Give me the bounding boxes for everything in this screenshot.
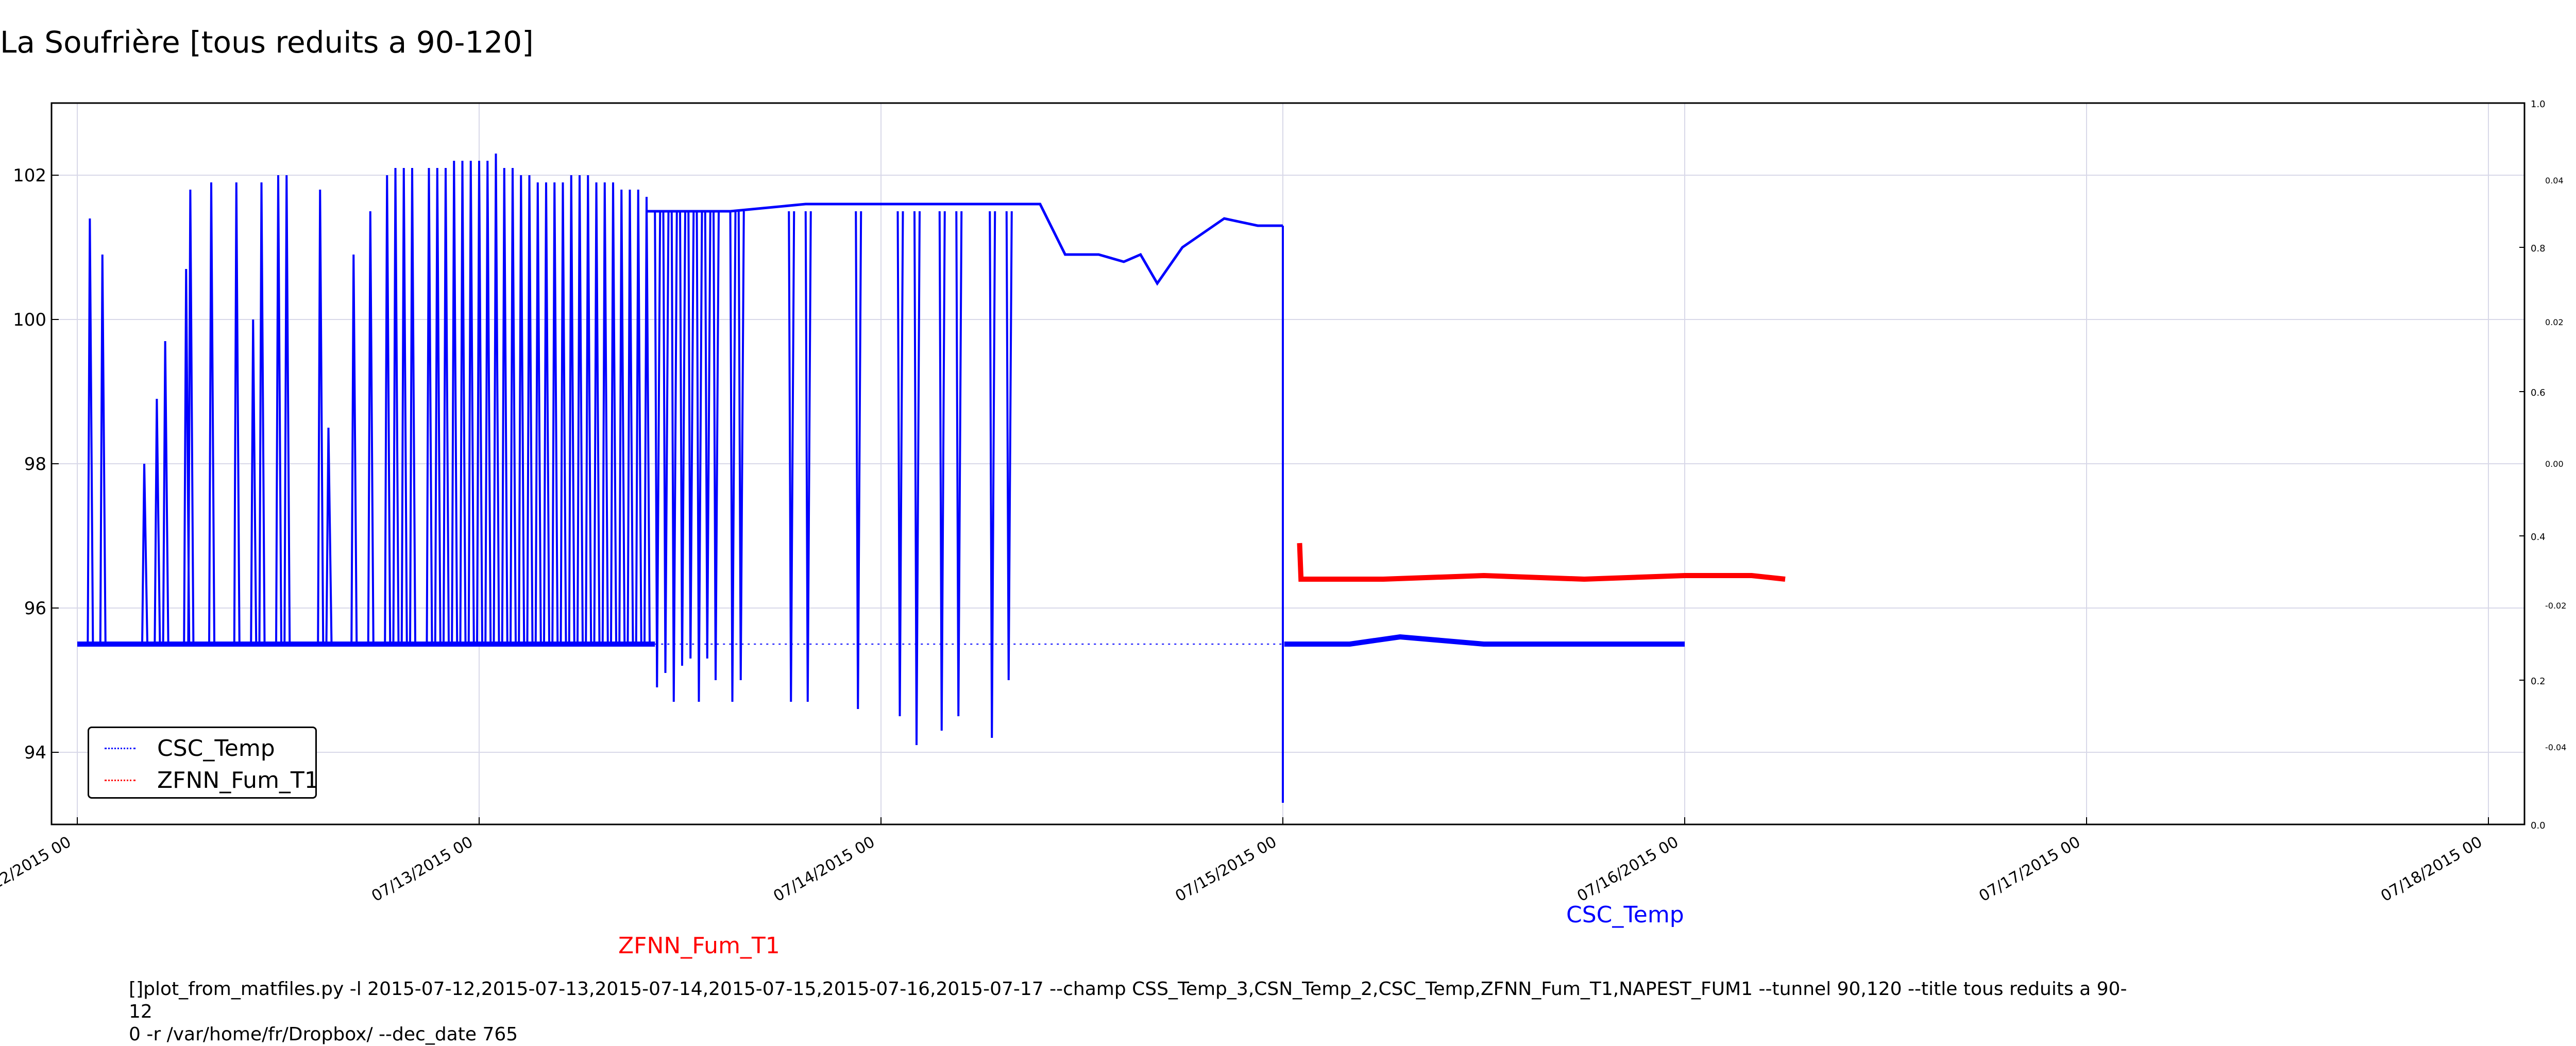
legend-label-zfnn: ZFNN_Fum_T1	[157, 767, 319, 794]
right-inner-tick-label: 0.00	[2545, 459, 2564, 469]
series-csc-temp-dip	[670, 211, 678, 702]
series-csc-temp-tail	[1284, 634, 1685, 647]
right-inner-tick-label: 0.04	[2545, 176, 2564, 185]
grid	[52, 103, 2524, 824]
right-inner-tick-label: -0.04	[2545, 743, 2566, 752]
x-tick-label: 07/12/2015 00	[0, 833, 74, 906]
series-csc-temp-dip	[855, 211, 862, 710]
series-csc-temp-dip	[687, 211, 695, 659]
series-csc-temp-dip	[713, 211, 720, 681]
x-tick-label: 07/14/2015 00	[770, 833, 878, 906]
right-inner-tick-label: 0.02	[2545, 317, 2564, 327]
y-tick-label: 102	[13, 165, 46, 186]
y-tick-label: 100	[13, 310, 46, 330]
right-outer-tick-label: 1.0	[2531, 99, 2546, 110]
legend-swatch-csc	[105, 748, 135, 749]
series-layer	[77, 153, 1786, 803]
series-csc-temp-dip	[654, 211, 662, 688]
legend-label-csc: CSC_Temp	[157, 735, 275, 762]
chart-title: La Soufrière [tous reduits a 90-120]	[0, 25, 534, 60]
series-csc-temp-plateau	[647, 203, 1283, 286]
series-csc-temp-dip	[989, 211, 996, 738]
series-csc-temp-dip	[696, 211, 703, 702]
x-tick-label: 07/15/2015 00	[1172, 833, 1280, 906]
x-tick-label: 07/13/2015 00	[368, 833, 476, 906]
right-outer-tick-label: 0.4	[2531, 532, 2546, 543]
series-csc-temp-dip	[1005, 211, 1013, 681]
series-csc-temp-dip	[938, 211, 946, 731]
command-text: []plot_from_matfiles.py -l 2015-07-12,20…	[129, 978, 2127, 1045]
series-csc-temp-spikes	[77, 153, 651, 645]
floating-label-zfnn: ZFNN_Fum_T1	[618, 933, 780, 959]
right-outer-tick-label: 0.8	[2531, 243, 2546, 254]
series-csc-temp-dip	[704, 211, 711, 659]
right-outer-tick-label: 0.6	[2531, 387, 2546, 398]
y-tick-label: 98	[24, 454, 46, 475]
series-csc-temp-dip	[955, 211, 963, 717]
series-csc-temp-dip	[679, 211, 686, 666]
series-csc-temp-dip	[913, 211, 921, 746]
right-outer-tick-label: 0.2	[2531, 676, 2546, 687]
floating-label-csc: CSC_Temp	[1566, 902, 1684, 928]
legend-item-zfnn: ZFNN_Fum_T1	[89, 765, 319, 796]
x-tick-label: 07/16/2015 00	[1574, 833, 1682, 906]
y-tick-label: 96	[24, 598, 46, 619]
legend-swatch-zfnn	[105, 780, 135, 781]
series-csc-temp-dip	[729, 211, 737, 702]
series-csc-temp-dip	[788, 211, 795, 702]
series-zfnn-fum-t1	[1297, 543, 1786, 582]
series-csc-temp-dip	[804, 211, 812, 702]
right-inner-tick-label: -0.02	[2545, 601, 2566, 611]
series-csc-temp-dip	[662, 211, 670, 673]
series-csc-temp-dip	[737, 211, 745, 681]
right-outer-tick-label: 0.0	[2531, 820, 2546, 831]
x-tick-label: 07/17/2015 00	[1976, 833, 2083, 906]
series-csc-temp-dip	[896, 211, 904, 717]
x-tick-label: 07/18/2015 00	[2378, 833, 2485, 906]
y-tick-label: 94	[24, 743, 46, 763]
legend: CSC_Temp ZFNN_Fum_T1	[88, 727, 319, 799]
legend-item-csc: CSC_Temp	[89, 733, 315, 764]
